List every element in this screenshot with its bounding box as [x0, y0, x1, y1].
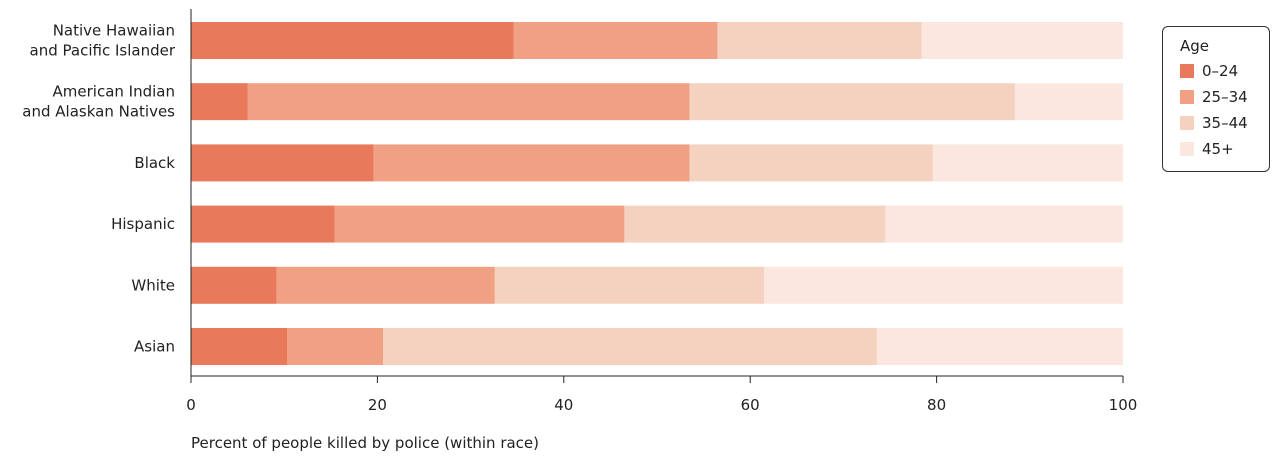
legend-label: 35–44	[1202, 114, 1248, 132]
category-label-asian: Asian	[134, 338, 175, 356]
bar-segment-hispanic-25-34	[335, 206, 625, 243]
bar-segment-white-0-24	[191, 267, 277, 304]
legend-swatch	[1180, 142, 1194, 156]
legend-items: 0–24 25–34 35–44 45+	[1180, 58, 1269, 162]
legend: Age 0–24 25–34 35–44 45+	[1162, 26, 1270, 172]
category-label-line: Hispanic	[111, 215, 175, 233]
bars-layer	[191, 22, 1123, 365]
legend-label: 45+	[1202, 140, 1234, 158]
bar-segment-white-45	[764, 267, 1123, 304]
bar-segment-black-45	[933, 144, 1123, 181]
x-tick-label-20: 20	[368, 396, 387, 414]
category-label-hispanic: Hispanic	[111, 215, 175, 233]
x-tick-label-60: 60	[741, 396, 760, 414]
bar-segment-white-25-34	[277, 267, 495, 304]
bar-segment-native-hawaiian-and-pacific-islander-0-24	[191, 22, 513, 59]
bar-segment-hispanic-45	[885, 206, 1123, 243]
legend-item-45: 45+	[1180, 136, 1269, 162]
x-tick-label-0: 0	[186, 396, 196, 414]
bar-segment-american-indian-and-alaskan-natives-25-34	[248, 83, 690, 120]
category-label-line: and Pacific Islander	[30, 42, 176, 60]
bar-segment-asian-25-34	[287, 328, 383, 365]
legend-item-0-24: 0–24	[1180, 58, 1269, 84]
legend-label: 25–34	[1202, 88, 1248, 106]
x-tick-label-100: 100	[1109, 396, 1138, 414]
category-label-american-indian-and-alaskan-natives: American Indian and Alaskan Natives	[22, 83, 175, 121]
legend-swatch	[1180, 90, 1194, 104]
x-tick-label-80: 80	[927, 396, 946, 414]
category-label-line: White	[131, 276, 175, 294]
category-label-line: Black	[134, 154, 175, 172]
category-label-line: Asian	[134, 338, 175, 356]
bar-segment-asian-0-24	[191, 328, 287, 365]
legend-title: Age	[1180, 35, 1269, 57]
legend-swatch	[1180, 116, 1194, 130]
bar-segment-black-25-34	[374, 144, 690, 181]
bar-segment-hispanic-35-44	[624, 206, 885, 243]
bar-segment-white-35-44	[495, 267, 764, 304]
bar-segment-asian-45	[877, 328, 1123, 365]
bar-segment-american-indian-and-alaskan-natives-45	[1015, 83, 1123, 120]
bar-segment-hispanic-0-24	[191, 206, 335, 243]
category-label-line: Native Hawaiian	[53, 22, 175, 40]
category-label-white: White	[131, 276, 175, 294]
bar-segment-american-indian-and-alaskan-natives-35-44	[690, 83, 1015, 120]
category-label-line: and Alaskan Natives	[22, 103, 175, 121]
bar-segment-native-hawaiian-and-pacific-islander-35-44	[718, 22, 922, 59]
bar-segment-native-hawaiian-and-pacific-islander-45	[922, 22, 1123, 59]
legend-item-35-44: 35–44	[1180, 110, 1269, 136]
legend-label: 0–24	[1202, 62, 1238, 80]
bar-segment-native-hawaiian-and-pacific-islander-25-34	[513, 22, 717, 59]
legend-item-25-34: 25–34	[1180, 84, 1269, 110]
x-axis-title: Percent of people killed by police (with…	[191, 434, 539, 452]
category-label-line: American Indian	[53, 83, 175, 101]
x-tick-label-40: 40	[554, 396, 573, 414]
category-label-black: Black	[134, 154, 175, 172]
bar-segment-asian-35-44	[383, 328, 877, 365]
legend-swatch	[1180, 64, 1194, 78]
bar-segment-black-0-24	[191, 144, 374, 181]
category-label-native-hawaiian-and-pacific-islander: Native Hawaiian and Pacific Islander	[30, 22, 176, 60]
bar-segment-black-35-44	[690, 144, 933, 181]
category-labels: Native Hawaiian and Pacific Islander Ameri…	[22, 22, 176, 356]
bar-segment-american-indian-and-alaskan-natives-0-24	[191, 83, 248, 120]
